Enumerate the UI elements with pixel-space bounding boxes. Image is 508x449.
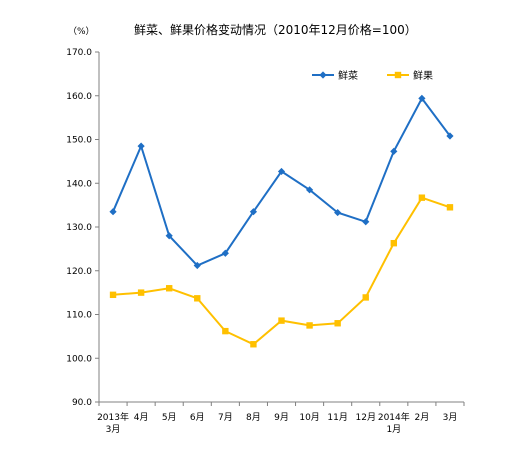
x-tick-label: 9月: [274, 412, 289, 423]
data-point-1: [277, 167, 286, 176]
data-point-1: [362, 218, 370, 226]
y-tick-label: 140.0: [66, 179, 92, 189]
x-tick-label: 2014年: [378, 411, 410, 423]
data-point-2: [194, 295, 201, 302]
data-point-2: [278, 317, 285, 324]
y-tick-label: 150.0: [66, 136, 92, 146]
legend: 鲜菜 鲜果: [312, 69, 433, 82]
data-point-1: [334, 208, 342, 217]
series-line-1: [112, 96, 451, 267]
data-point-2: [109, 291, 117, 299]
data-point-2: [362, 294, 369, 301]
x-tick-label: 10月: [299, 412, 319, 423]
x-tick-label: 5月: [162, 412, 177, 423]
x-tick-label: 12月: [356, 412, 376, 423]
series-layer: [109, 94, 454, 348]
data-point-1: [249, 208, 258, 216]
legend-marker-2: [394, 71, 402, 79]
x-tick-label: 3月: [106, 424, 121, 435]
data-point-1: [390, 147, 398, 155]
data-point-1: [193, 261, 201, 270]
data-point-1: [137, 142, 145, 150]
x-tick-label: 1月: [386, 424, 401, 435]
y-tick-label: 160.0: [66, 92, 92, 102]
data-point-1: [165, 232, 173, 240]
x-tick-label: 4月: [134, 412, 149, 423]
x-tick-label: 3月: [443, 412, 458, 423]
legend-marker-1: [319, 71, 327, 79]
x-tick-label: 7月: [218, 412, 233, 423]
data-point-1: [221, 249, 229, 257]
x-tick-label: 6月: [190, 412, 205, 423]
x-tick-label: 8月: [246, 412, 261, 423]
y-tick-label: 130.0: [66, 223, 92, 233]
y-tick-label: 90.0: [72, 398, 92, 408]
y-axis-ticks: 90.0 100.0 110.0 120.0 130.0 140.0 150.0 160.0 1…: [66, 48, 99, 408]
data-point-2: [306, 322, 313, 329]
data-point-2: [222, 327, 229, 335]
data-point-2: [390, 239, 398, 247]
data-point-2: [165, 285, 173, 292]
y-tick-label: 110.0: [66, 311, 92, 321]
data-point-2: [137, 289, 145, 296]
y-tick-label: 120.0: [66, 267, 92, 277]
data-point-2: [334, 320, 341, 327]
data-point-1: [418, 94, 426, 102]
data-point-2: [446, 204, 454, 211]
data-point-1: [109, 208, 117, 216]
y-tick-label: 170.0: [66, 48, 92, 58]
legend-label-1: 鲜菜: [338, 69, 358, 82]
y-tick-label: 100.0: [66, 354, 92, 364]
chart-title: 鲜菜、鲜果价格变动情况（2010年12月价格=100）: [134, 22, 417, 37]
y-axis-unit: （%）: [68, 26, 95, 37]
x-tick-label: 11月: [327, 412, 347, 423]
data-point-2: [418, 194, 426, 201]
x-tick-label: 2013年: [97, 411, 129, 423]
data-point-2: [250, 341, 257, 348]
data-point-1: [305, 186, 314, 194]
data-point-1: [446, 132, 454, 140]
legend-label-2: 鲜果: [413, 69, 433, 82]
x-tick-label: 2月: [415, 412, 430, 423]
